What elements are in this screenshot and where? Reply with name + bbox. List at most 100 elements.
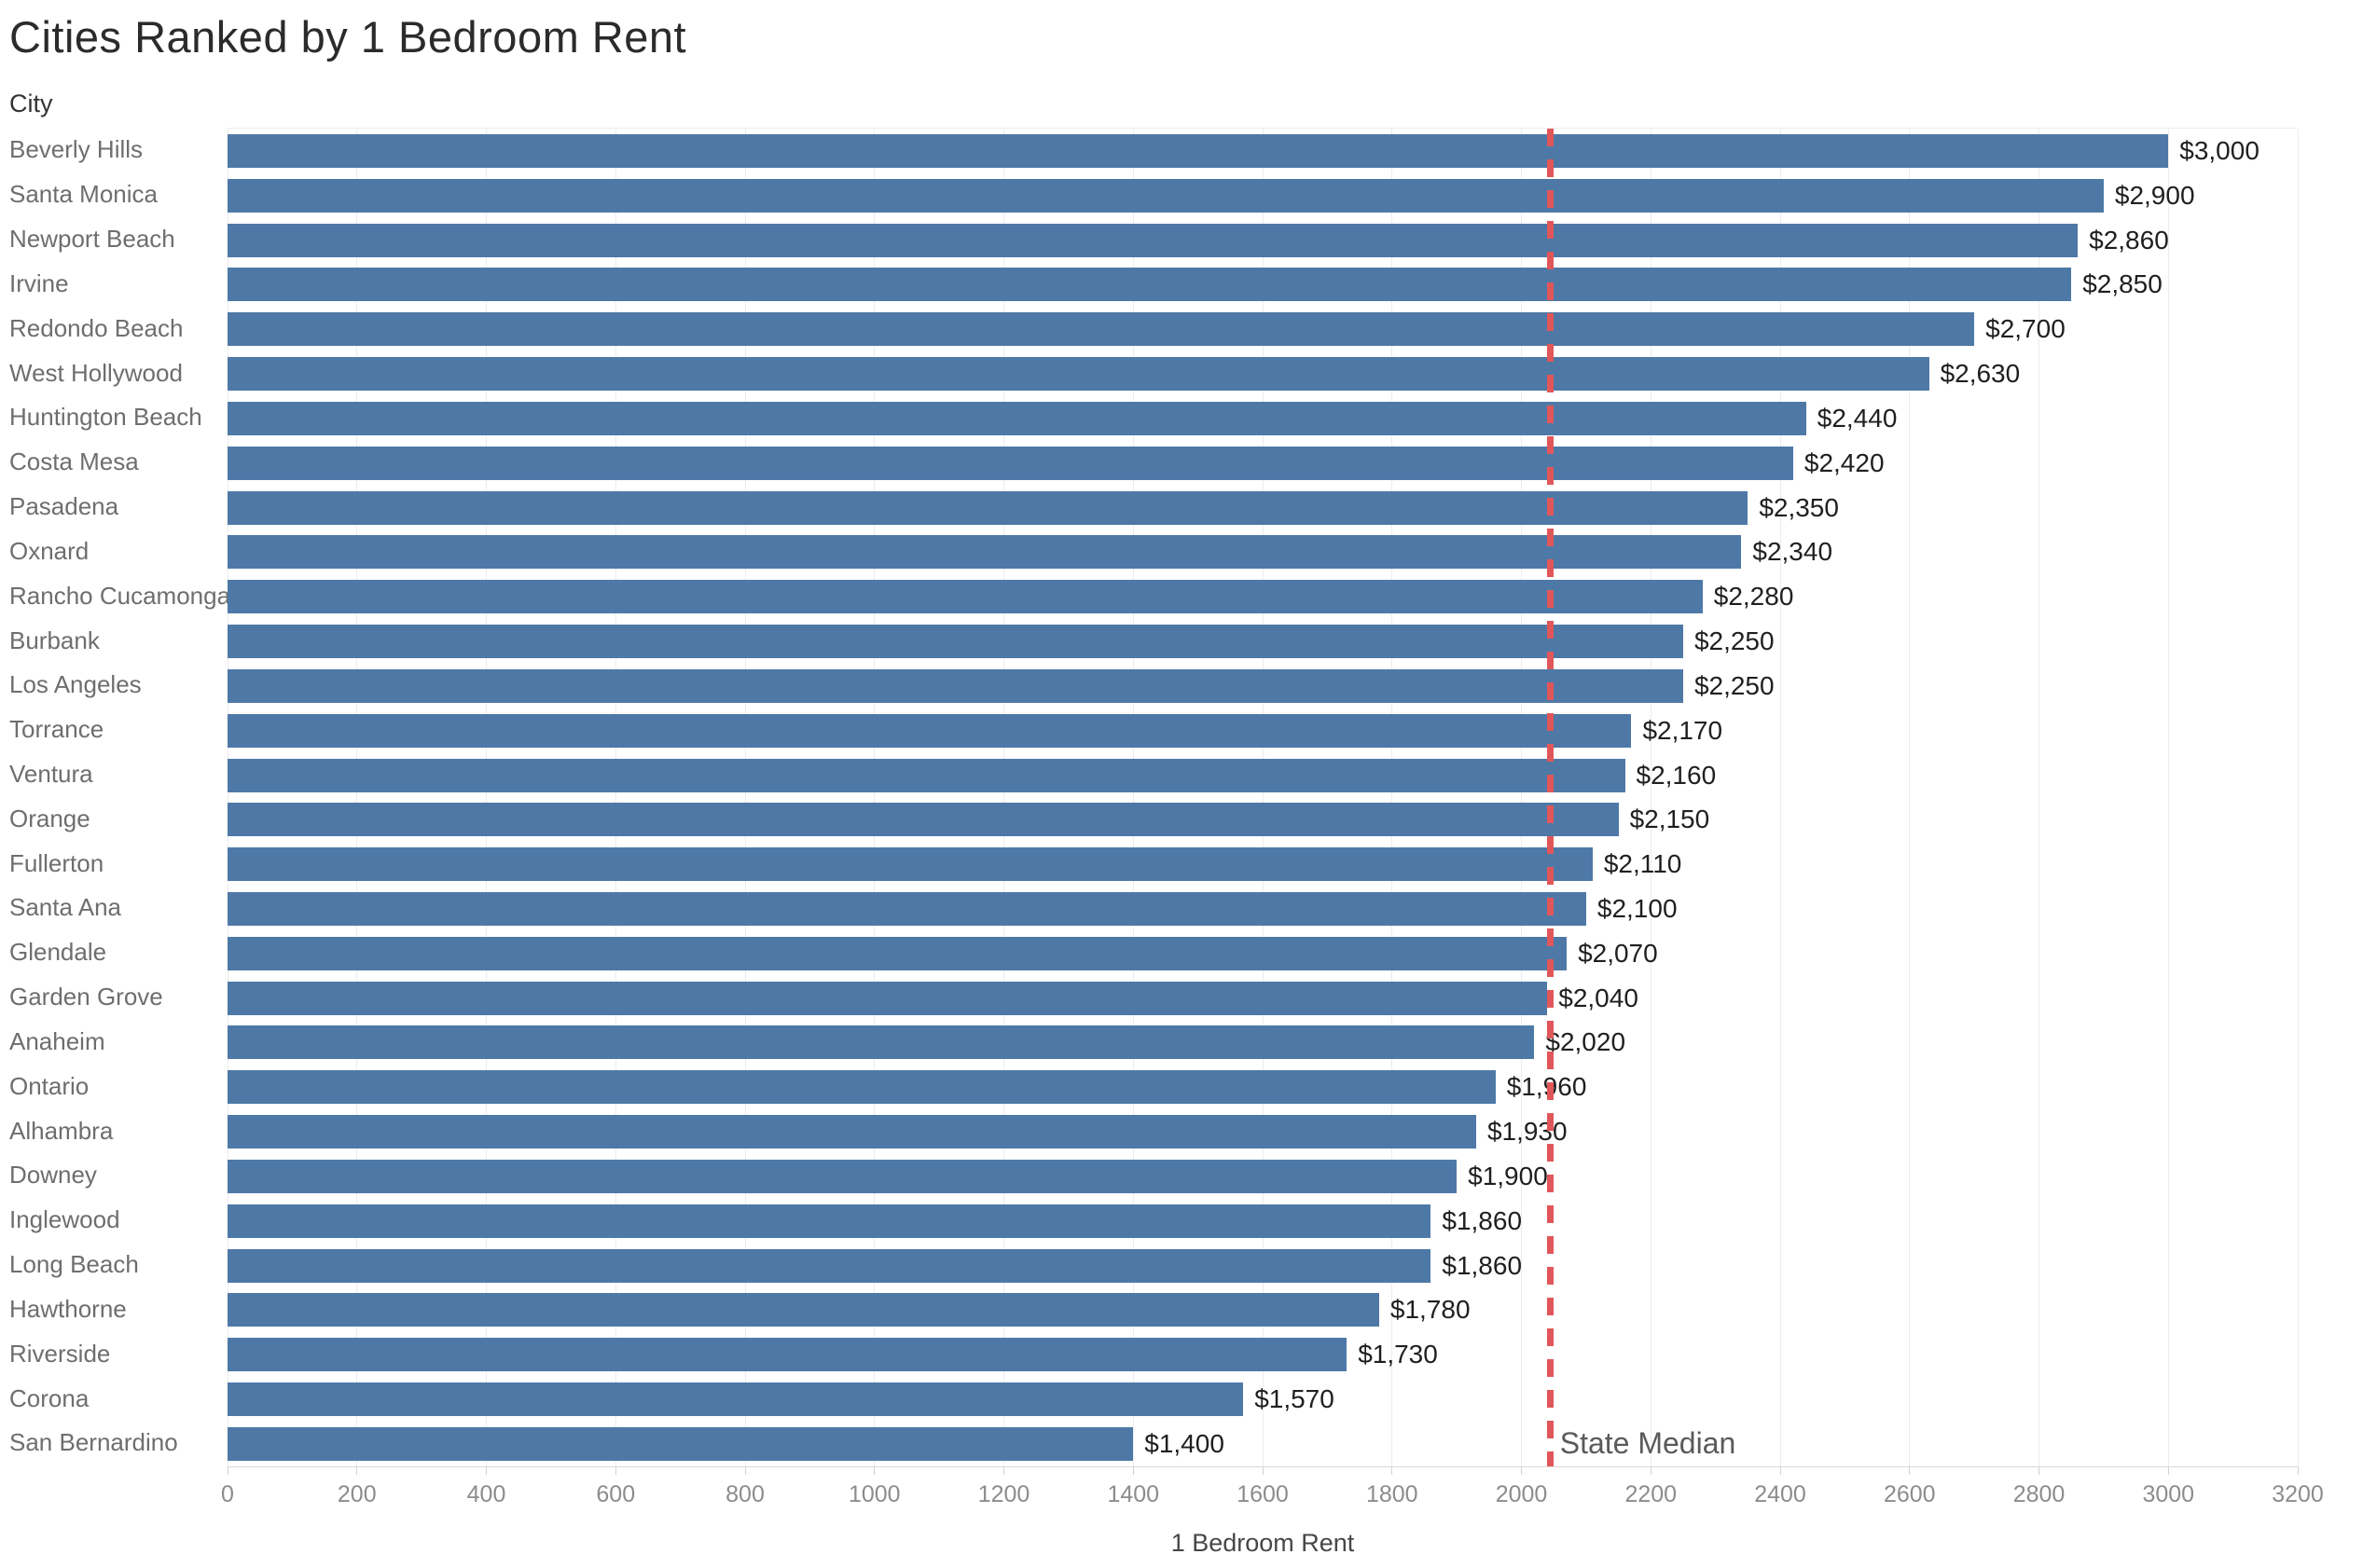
bar-row: $2,110 <box>228 842 2298 887</box>
rent-bar[interactable] <box>228 268 2072 302</box>
bar-row: $1,860 <box>228 1199 2298 1244</box>
rent-bar[interactable] <box>228 1025 1535 1060</box>
bar-row: $2,900 <box>228 173 2298 218</box>
x-tick-mark <box>1391 1466 1393 1475</box>
rent-bar[interactable] <box>228 713 1632 748</box>
rent-bar[interactable] <box>228 580 1703 614</box>
x-tick-label: 3000 <box>2142 1481 2195 1507</box>
city-label: Newport Beach <box>9 225 175 254</box>
city-labels-column: Beverly Hills Santa Monica Newport Beach Ir… <box>0 128 230 1465</box>
x-tick-mark <box>1521 1466 1522 1475</box>
value-label: $2,900 <box>2114 180 2195 210</box>
rent-bar[interactable] <box>228 625 1683 659</box>
value-label: $2,250 <box>1693 626 1775 656</box>
value-label: $1,780 <box>1389 1295 1471 1325</box>
gridline <box>1391 129 1393 1466</box>
rent-bar[interactable] <box>228 803 1619 837</box>
bar-row: $2,860 <box>228 218 2298 263</box>
bar-row: $2,630 <box>228 351 2298 396</box>
bar-row: $1,930 <box>228 1109 2298 1154</box>
rent-bar[interactable] <box>228 668 1683 703</box>
rent-bar[interactable] <box>228 891 1586 926</box>
city-label: Costa Mesa <box>9 447 139 476</box>
bar-row: $3,000 <box>228 129 2298 173</box>
value-label: $1,400 <box>1144 1428 1224 1458</box>
city-label: Irvine <box>9 268 69 297</box>
city-label: Downey <box>9 1161 97 1190</box>
rent-bar[interactable] <box>228 223 2079 257</box>
city-label: West Hollywood <box>9 358 183 387</box>
city-label: Inglewood <box>9 1205 120 1234</box>
value-label: $2,340 <box>1752 537 1833 567</box>
value-label: $2,110 <box>1603 849 1682 879</box>
city-label: Fullerton <box>9 848 104 877</box>
value-label: $2,070 <box>1578 938 1658 968</box>
value-label: $2,850 <box>2082 269 2163 299</box>
bar-row: $2,250 <box>228 619 2298 664</box>
x-tick-mark <box>744 1466 746 1475</box>
rent-bar[interactable] <box>228 490 1748 525</box>
chart-title: Cities Ranked by 1 Bedroom Rent <box>9 12 687 62</box>
rent-bar[interactable] <box>228 1159 1458 1193</box>
value-label: $2,630 <box>1940 359 2021 389</box>
x-tick-label: 1200 <box>977 1481 1030 1507</box>
rent-bar[interactable] <box>228 981 1548 1015</box>
gridline <box>874 129 876 1466</box>
rent-bar[interactable] <box>228 936 1568 970</box>
rent-bar[interactable] <box>228 758 1625 792</box>
x-tick-mark <box>1132 1466 1134 1475</box>
bar-row: $2,700 <box>228 307 2298 351</box>
city-label: Santa Monica <box>9 180 158 209</box>
x-tick-mark <box>874 1466 876 1475</box>
value-label: $2,420 <box>1803 447 1885 477</box>
bar-row: $1,730 <box>228 1332 2298 1377</box>
value-label: $2,280 <box>1713 582 1794 612</box>
city-label: Huntington Beach <box>9 403 202 432</box>
rent-bar[interactable] <box>228 1204 1431 1238</box>
rent-bar[interactable] <box>228 1426 1134 1461</box>
rent-bar[interactable] <box>228 133 2169 168</box>
gridline <box>1003 129 1004 1466</box>
rent-bar[interactable] <box>228 847 1593 882</box>
x-tick-label: 1000 <box>848 1481 901 1507</box>
rent-bar[interactable] <box>228 1293 1379 1327</box>
rent-bar[interactable] <box>228 1115 1476 1149</box>
rent-bar[interactable] <box>228 1338 1347 1372</box>
city-label: Anaheim <box>9 1026 105 1055</box>
rent-bar[interactable] <box>228 1382 1244 1417</box>
city-label: Garden Grove <box>9 983 163 1011</box>
bar-row: $2,170 <box>228 708 2298 753</box>
rent-bar[interactable] <box>228 178 2104 213</box>
value-label: $1,860 <box>1442 1250 1523 1280</box>
plot-area: $3,000 $2,900 $2,860 $2,850 $2,700 $2,630 $2,4… <box>227 128 2299 1467</box>
rent-bar[interactable] <box>228 1070 1496 1105</box>
rent-bar[interactable] <box>228 401 1806 435</box>
bar-row: $2,250 <box>228 664 2298 708</box>
x-tick-label: 200 <box>337 1481 377 1507</box>
value-label: $2,150 <box>1629 805 1710 834</box>
rent-bar[interactable] <box>228 312 1975 347</box>
bar-row: $1,900 <box>228 1154 2298 1199</box>
x-tick-label: 1800 <box>1365 1481 1418 1507</box>
state-median-reference-line <box>1547 129 1555 1466</box>
x-tick-label: 2600 <box>1883 1481 1936 1507</box>
x-tick-label: 2800 <box>2012 1481 2066 1507</box>
bar-row: $2,100 <box>228 887 2298 931</box>
city-label: Burbank <box>9 626 100 654</box>
gridline <box>1909 129 1911 1466</box>
value-label: $1,860 <box>1442 1205 1523 1235</box>
city-label: Torrance <box>9 715 104 744</box>
x-axis-title: 1 Bedroom Rent <box>1170 1529 1355 1557</box>
bar-rows-container: $3,000 $2,900 $2,860 $2,850 $2,700 $2,630 $2,4… <box>228 129 2298 1466</box>
city-label: Hawthorne <box>9 1294 127 1323</box>
rent-bar[interactable] <box>228 1248 1431 1283</box>
rent-bar[interactable] <box>228 446 1793 480</box>
city-label: Santa Ana <box>9 893 121 922</box>
rent-bar[interactable] <box>228 357 1929 392</box>
bar-row: $1,780 <box>228 1288 2298 1333</box>
rent-bar[interactable] <box>228 535 1742 570</box>
city-label: Oxnard <box>9 536 90 565</box>
x-tick-label: 2400 <box>1754 1481 1806 1507</box>
city-label: Riverside <box>9 1339 111 1368</box>
